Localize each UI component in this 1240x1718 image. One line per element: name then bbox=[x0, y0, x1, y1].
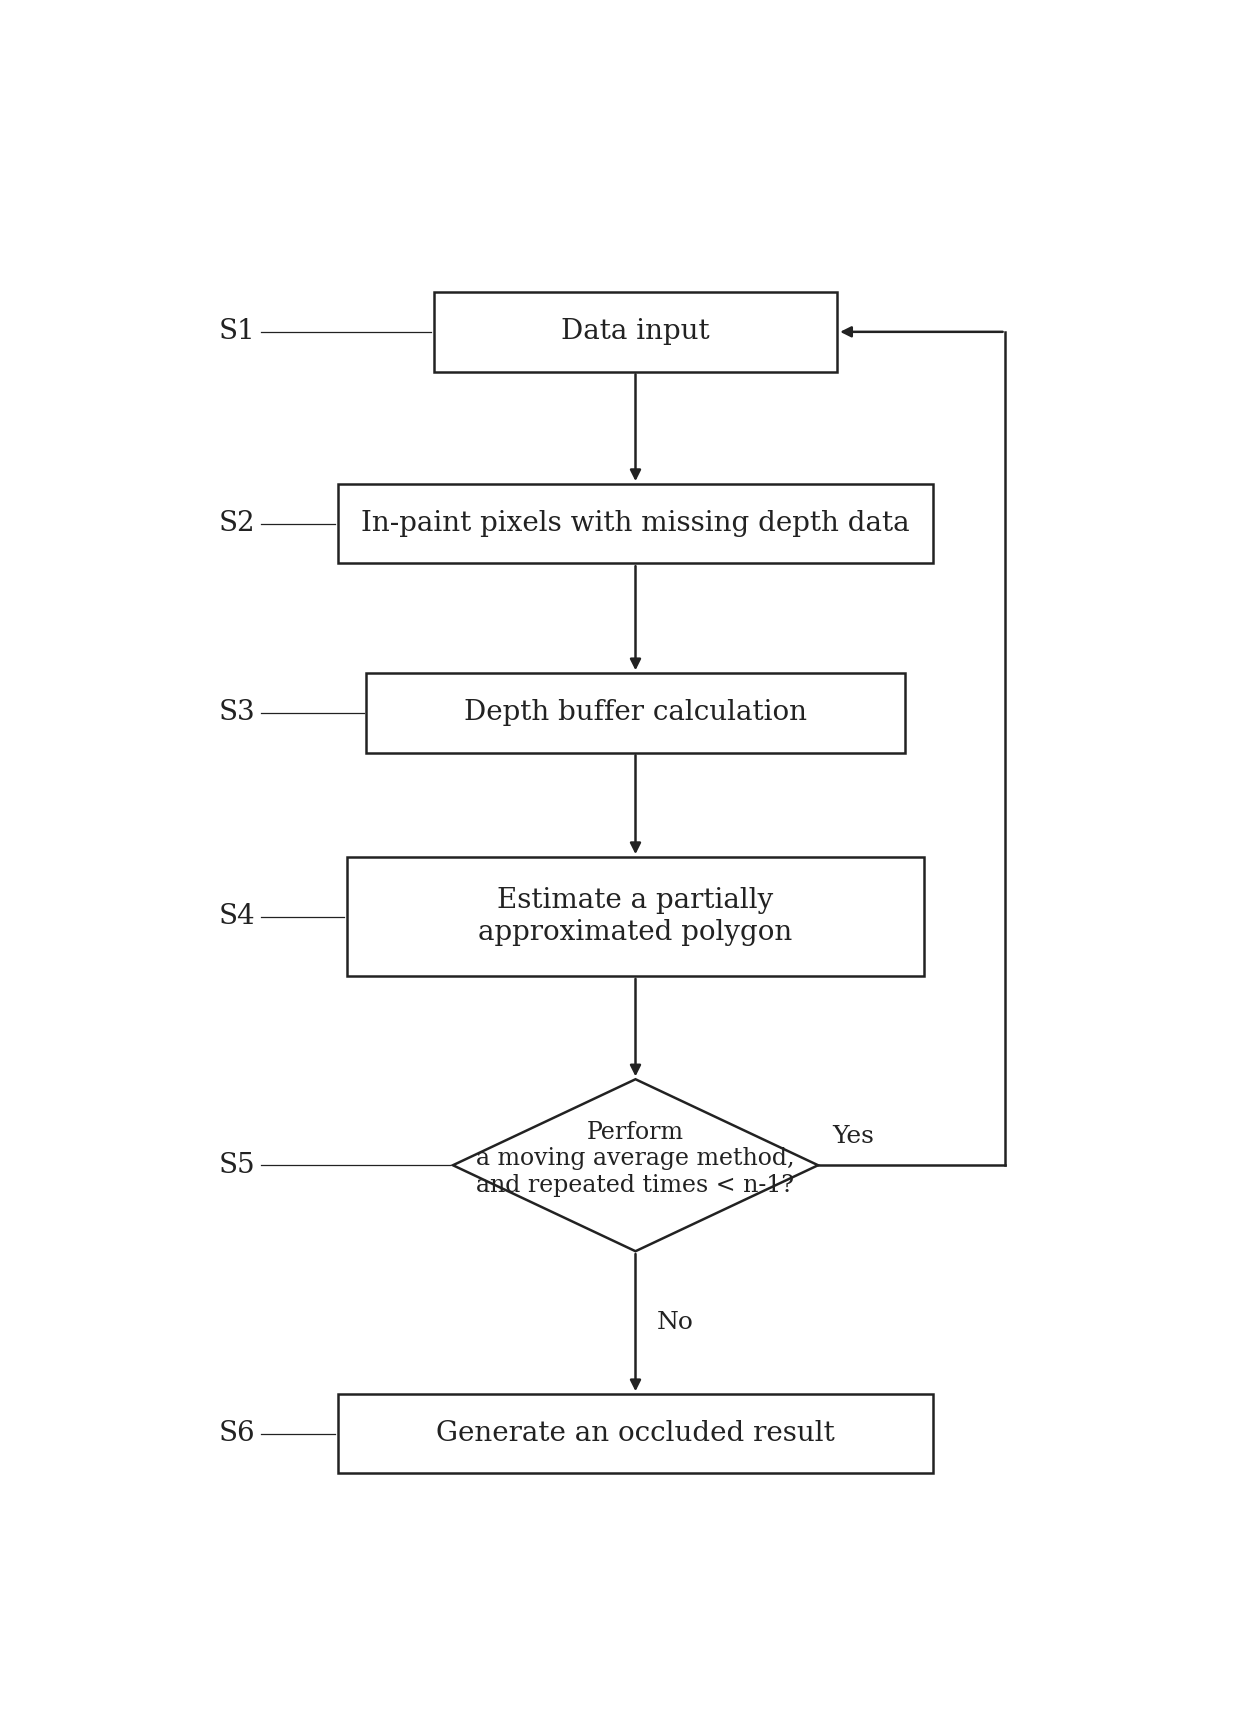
Bar bbox=[367, 673, 905, 752]
Bar bbox=[337, 1393, 934, 1474]
Text: Depth buffer calculation: Depth buffer calculation bbox=[464, 699, 807, 727]
Text: S3: S3 bbox=[218, 699, 255, 727]
Text: Yes: Yes bbox=[832, 1125, 874, 1148]
Text: Data input: Data input bbox=[562, 318, 709, 345]
Text: In-paint pixels with missing depth data: In-paint pixels with missing depth data bbox=[361, 510, 910, 538]
Text: No: No bbox=[657, 1311, 693, 1335]
Text: S5: S5 bbox=[218, 1151, 255, 1179]
Text: S4: S4 bbox=[218, 904, 255, 929]
Bar bbox=[337, 484, 934, 564]
Text: Perform
a moving average method,
and repeated times < n-1?: Perform a moving average method, and rep… bbox=[476, 1120, 795, 1197]
Text: Estimate a partially
approximated polygon: Estimate a partially approximated polygo… bbox=[479, 888, 792, 945]
Text: S1: S1 bbox=[218, 318, 255, 345]
Text: S2: S2 bbox=[218, 510, 255, 538]
Text: S6: S6 bbox=[218, 1421, 255, 1447]
Bar bbox=[434, 292, 837, 371]
Text: Generate an occluded result: Generate an occluded result bbox=[436, 1421, 835, 1447]
Polygon shape bbox=[453, 1079, 818, 1251]
Bar bbox=[347, 857, 924, 976]
